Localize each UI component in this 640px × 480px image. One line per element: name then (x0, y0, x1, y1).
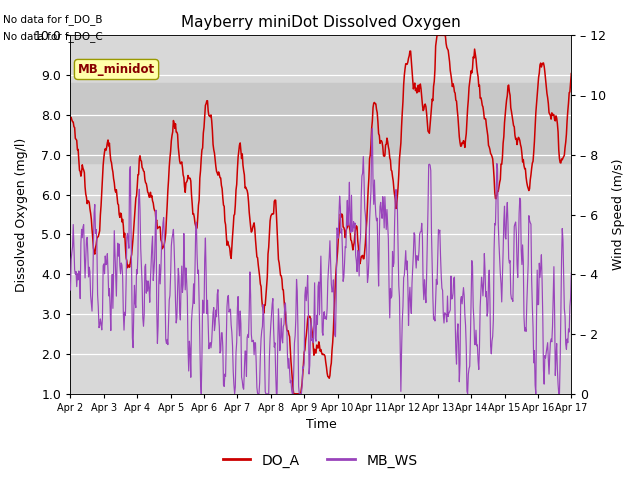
Title: Mayberry miniDot Dissolved Oxygen: Mayberry miniDot Dissolved Oxygen (181, 15, 461, 30)
Text: No data for f_DO_C: No data for f_DO_C (3, 31, 103, 42)
Y-axis label: Wind Speed (m/s): Wind Speed (m/s) (612, 159, 625, 270)
Text: MB_minidot: MB_minidot (78, 63, 155, 76)
Legend: DO_A, MB_WS: DO_A, MB_WS (217, 448, 423, 473)
Y-axis label: Dissolved Oxygen (mg/l): Dissolved Oxygen (mg/l) (15, 137, 28, 292)
X-axis label: Time: Time (305, 419, 336, 432)
Text: No data for f_DO_B: No data for f_DO_B (3, 14, 102, 25)
Bar (70, 83, 572, 163)
